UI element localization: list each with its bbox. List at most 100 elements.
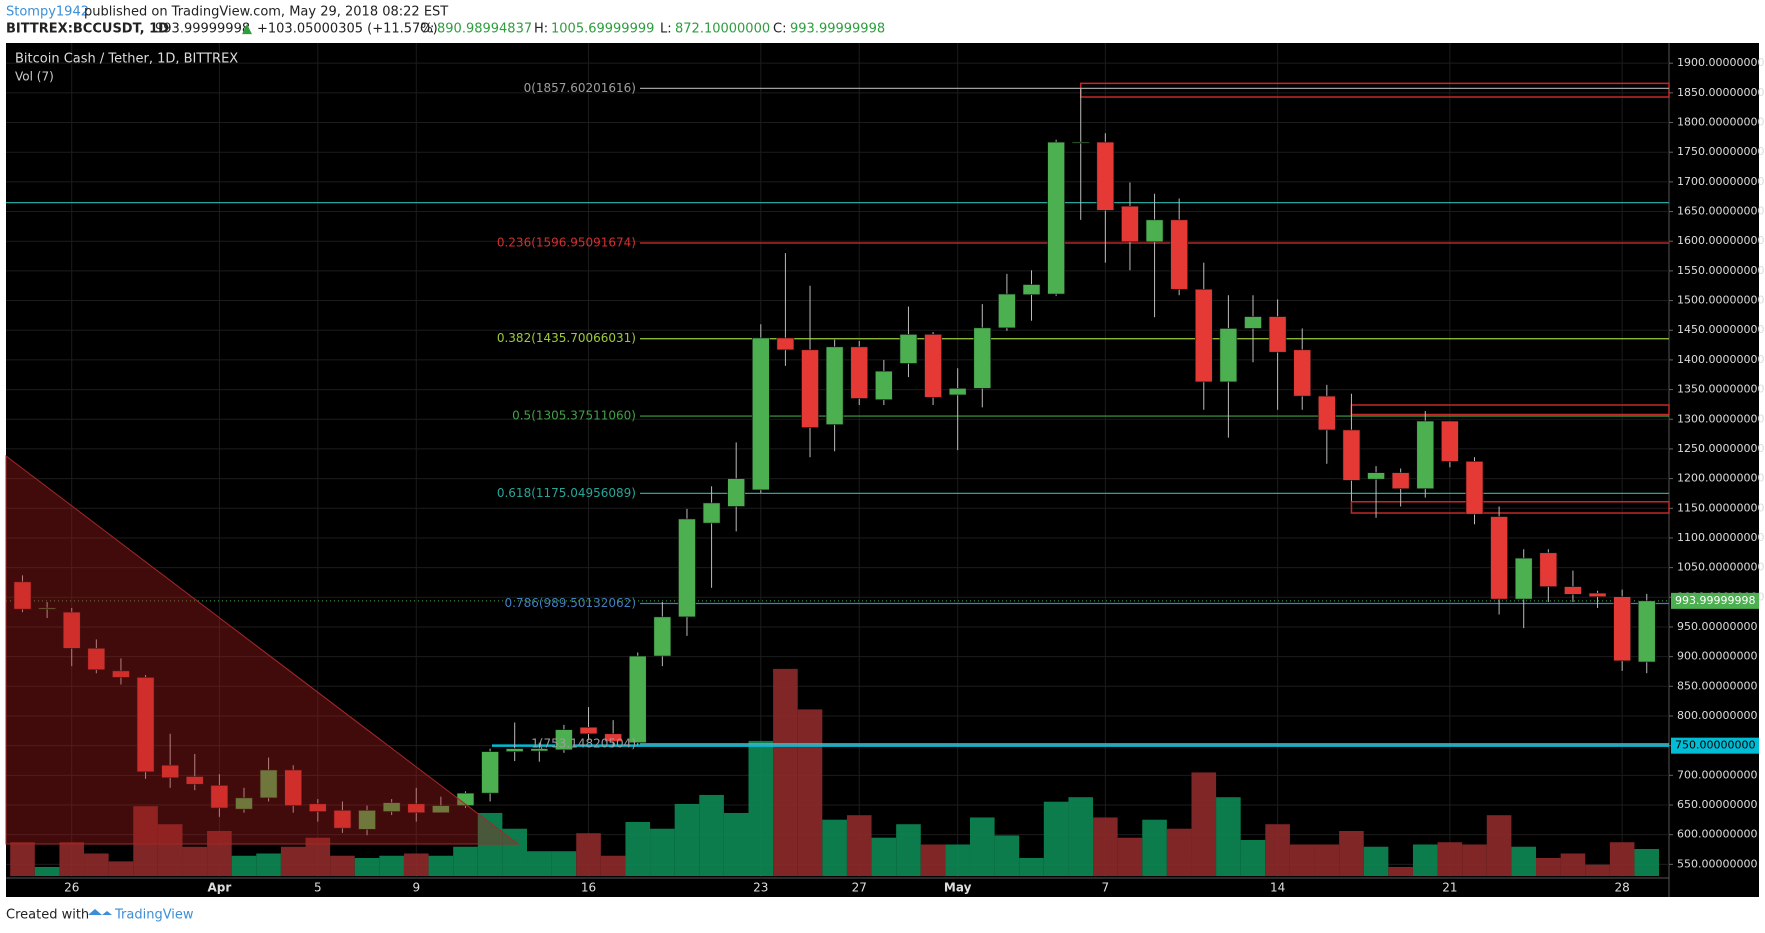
x-tick-label: Apr bbox=[207, 881, 231, 895]
candle-body bbox=[555, 729, 573, 751]
volume-bar bbox=[1117, 837, 1143, 876]
volume-bar bbox=[1462, 844, 1487, 876]
y-tick-label: 650.00000000 bbox=[1677, 798, 1757, 811]
x-tick-label: 28 bbox=[1615, 881, 1630, 895]
volume-bar bbox=[994, 835, 1020, 876]
volume-bar bbox=[207, 830, 232, 876]
candle-body bbox=[407, 803, 426, 814]
y-tick-label: 1100.00000000 bbox=[1677, 531, 1764, 544]
volume-bar bbox=[133, 806, 158, 876]
volume-bar bbox=[59, 842, 85, 876]
volume-bar bbox=[945, 844, 970, 876]
fib-label: 0.382(1435.70066031) bbox=[497, 331, 636, 345]
y-tick-label: 1900.00000000 bbox=[1677, 56, 1764, 69]
low-value: 872.10000000 bbox=[675, 22, 770, 37]
symbol: BITTREX:BCCUSDT, 1D bbox=[6, 22, 169, 37]
candle-body bbox=[136, 677, 155, 773]
y-tick-label: 1700.00000000 bbox=[1677, 175, 1764, 188]
volume-bar bbox=[527, 851, 552, 876]
volume-bar bbox=[871, 837, 897, 876]
candle-body bbox=[998, 293, 1016, 329]
footer-logo bbox=[88, 909, 112, 915]
volume-bar bbox=[1289, 844, 1315, 876]
price-tag-label: 993.99999998 bbox=[1675, 594, 1755, 607]
volume-bar bbox=[256, 853, 281, 876]
candle-body bbox=[1564, 586, 1582, 595]
candle-body bbox=[727, 478, 745, 507]
x-tick-label: 16 bbox=[581, 881, 596, 895]
x-tick-label: 7 bbox=[1102, 881, 1110, 895]
candle-body bbox=[112, 670, 130, 678]
volume-bar bbox=[1560, 853, 1586, 876]
candle-body bbox=[1047, 141, 1065, 295]
x-tick-label: 5 bbox=[314, 881, 322, 895]
y-tick-label: 1850.00000000 bbox=[1677, 86, 1764, 99]
candle-body bbox=[1293, 349, 1312, 397]
candle-body bbox=[185, 776, 204, 785]
candle-body bbox=[1071, 141, 1090, 144]
indicator-title: Vol (7) bbox=[15, 70, 54, 84]
volume-bar bbox=[1388, 866, 1413, 876]
volume-bar bbox=[846, 815, 872, 876]
candle-body bbox=[62, 611, 81, 649]
candle-body bbox=[899, 334, 918, 364]
candle-body bbox=[1145, 219, 1164, 243]
footer-created: Created with bbox=[6, 908, 89, 923]
y-tick-label: 1800.00000000 bbox=[1677, 116, 1764, 129]
volume-bar bbox=[1019, 857, 1044, 876]
volume-bar bbox=[1339, 830, 1364, 876]
volume-bar bbox=[354, 857, 380, 876]
volume-bar bbox=[650, 828, 675, 876]
header: Stompy1942 published on TradingView.com,… bbox=[6, 5, 885, 37]
volume-bar bbox=[576, 833, 601, 876]
x-tick-label: 27 bbox=[852, 881, 867, 895]
y-tick-label: 1600.00000000 bbox=[1677, 234, 1764, 247]
volume-bar bbox=[896, 824, 921, 876]
volume-bar bbox=[453, 846, 478, 876]
candle-body bbox=[456, 792, 475, 806]
x-tick-label: May bbox=[944, 881, 972, 895]
candle-body bbox=[284, 769, 303, 806]
y-tick-label: 1050.00000000 bbox=[1677, 561, 1764, 574]
volume-bar bbox=[280, 846, 306, 876]
volume-bar bbox=[403, 853, 429, 876]
y-tick-label: 1450.00000000 bbox=[1677, 323, 1764, 336]
candle-body bbox=[1318, 395, 1336, 431]
x-tick-label: 21 bbox=[1442, 881, 1457, 895]
y-tick-label: 950.00000000 bbox=[1677, 620, 1757, 633]
candle-body bbox=[579, 726, 598, 735]
candle-body bbox=[1613, 596, 1631, 662]
fib-label: 0.236(1596.95091674) bbox=[497, 236, 636, 250]
candle-body bbox=[702, 502, 721, 524]
candle-body bbox=[235, 797, 253, 810]
candle-body bbox=[776, 337, 795, 351]
change: +103.05000305 (+11.57%) bbox=[257, 22, 438, 37]
volume-bar bbox=[822, 819, 847, 876]
volume-bar bbox=[1363, 846, 1389, 876]
candle-body bbox=[259, 769, 278, 799]
volume-bar bbox=[920, 844, 946, 876]
volume-bar bbox=[1437, 842, 1463, 876]
y-tick-label: 1150.00000000 bbox=[1677, 501, 1764, 514]
candle-body bbox=[628, 655, 647, 743]
author[interactable]: Stompy1942 bbox=[6, 5, 89, 20]
candle-body bbox=[161, 764, 179, 779]
candle-body bbox=[1391, 472, 1410, 489]
volume-bar bbox=[34, 866, 60, 876]
candle-body bbox=[38, 607, 56, 610]
open-value: 890.98994837 bbox=[437, 22, 532, 37]
volume-bar bbox=[699, 794, 724, 876]
y-tick-label: 800.00000000 bbox=[1677, 709, 1757, 722]
volume-bar bbox=[84, 853, 109, 876]
volume-bar bbox=[1043, 801, 1069, 876]
y-tick-label: 1350.00000000 bbox=[1677, 383, 1764, 396]
candle-body bbox=[1121, 205, 1139, 243]
candle-body bbox=[210, 785, 229, 809]
volume-bar bbox=[157, 824, 183, 876]
volume-bar bbox=[551, 851, 577, 876]
candle-body bbox=[382, 802, 401, 812]
volume-bar bbox=[1634, 848, 1660, 876]
footer-brand[interactable]: TradingView bbox=[114, 908, 194, 923]
volume-bar bbox=[1068, 797, 1094, 876]
candle-body bbox=[481, 751, 499, 794]
